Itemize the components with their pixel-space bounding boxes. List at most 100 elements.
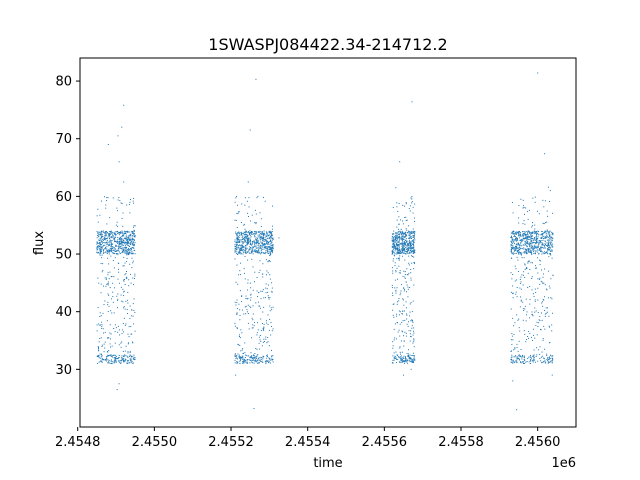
- data-point: [104, 347, 106, 349]
- data-point: [397, 244, 399, 246]
- data-point: [404, 358, 406, 360]
- data-point: [101, 251, 103, 253]
- data-point: [112, 252, 114, 254]
- data-point: [264, 243, 266, 245]
- data-point: [544, 359, 546, 361]
- data-point: [524, 276, 526, 278]
- outlier-point: [403, 374, 405, 376]
- data-point: [511, 278, 513, 280]
- data-point: [411, 327, 413, 329]
- data-point: [528, 230, 530, 232]
- data-point: [127, 249, 129, 251]
- data-point: [251, 214, 253, 216]
- data-point: [521, 240, 523, 242]
- data-point: [242, 238, 244, 240]
- data-point: [237, 239, 239, 241]
- data-point: [106, 237, 108, 239]
- data-point: [134, 273, 136, 275]
- data-point: [112, 235, 114, 237]
- data-point: [261, 232, 263, 234]
- data-point: [549, 361, 551, 363]
- data-point: [546, 289, 548, 291]
- data-point: [249, 252, 251, 254]
- data-point: [521, 240, 523, 242]
- data-point: [407, 250, 409, 252]
- data-point: [238, 246, 240, 248]
- data-point: [269, 358, 271, 360]
- data-point: [542, 305, 544, 307]
- data-point: [393, 242, 395, 244]
- data-point: [268, 231, 270, 233]
- data-point: [528, 236, 530, 238]
- data-point: [394, 241, 396, 243]
- data-point: [253, 241, 255, 243]
- data-point: [271, 246, 273, 248]
- data-point: [249, 305, 251, 307]
- data-point: [532, 361, 534, 363]
- data-point: [121, 232, 123, 234]
- data-point: [542, 238, 544, 240]
- data-point: [120, 242, 122, 244]
- data-point: [414, 358, 416, 360]
- data-point: [252, 253, 254, 255]
- data-point: [392, 248, 394, 250]
- data-point: [525, 234, 527, 236]
- data-point: [239, 241, 241, 243]
- data-point: [401, 246, 403, 248]
- data-point: [99, 312, 101, 314]
- data-point: [236, 299, 238, 301]
- x-tick-label: 2.4552: [208, 435, 254, 450]
- data-point: [547, 215, 549, 217]
- data-point: [108, 360, 110, 361]
- data-point: [533, 248, 535, 250]
- data-point: [113, 312, 115, 314]
- data-point: [544, 315, 546, 317]
- data-point: [240, 248, 242, 250]
- data-point: [242, 249, 243, 251]
- data-point: [256, 240, 258, 242]
- data-point: [523, 206, 525, 208]
- data-point: [125, 250, 127, 252]
- data-point: [235, 304, 237, 306]
- data-point: [263, 329, 265, 331]
- data-point: [266, 322, 268, 324]
- data-point: [267, 295, 269, 297]
- data-point: [96, 362, 98, 364]
- data-point: [403, 290, 405, 292]
- data-point: [543, 232, 545, 234]
- data-point: [101, 241, 103, 243]
- data-point: [269, 278, 271, 280]
- data-point: [113, 357, 115, 359]
- data-point: [101, 242, 103, 244]
- data-point: [121, 242, 123, 244]
- data-point: [544, 328, 546, 330]
- data-point: [522, 235, 524, 237]
- data-point: [543, 253, 545, 255]
- data-point: [551, 239, 553, 241]
- data-point: [551, 246, 553, 248]
- data-point: [130, 326, 132, 327]
- data-point: [100, 353, 102, 355]
- data-point: [271, 349, 273, 351]
- data-point: [241, 239, 243, 241]
- data-point: [113, 287, 115, 289]
- data-point: [124, 262, 126, 264]
- data-point: [413, 239, 415, 241]
- data-point: [516, 343, 518, 345]
- data-point: [527, 210, 529, 212]
- data-point: [413, 249, 415, 251]
- data-point: [269, 239, 271, 241]
- data-point: [250, 220, 252, 222]
- data-point: [516, 357, 518, 359]
- data-point: [547, 358, 549, 360]
- data-point: [110, 241, 112, 243]
- data-point: [401, 357, 403, 359]
- data-point: [124, 243, 126, 245]
- data-point: [247, 250, 249, 252]
- data-point: [517, 247, 519, 249]
- data-point: [259, 247, 261, 249]
- data-point: [411, 202, 413, 204]
- data-point: [543, 245, 545, 247]
- data-point: [130, 252, 132, 254]
- data-point: [254, 251, 256, 253]
